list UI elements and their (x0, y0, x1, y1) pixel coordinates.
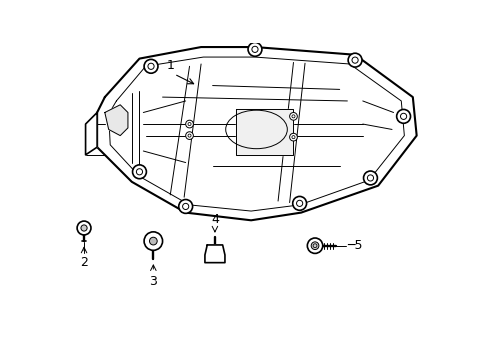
Circle shape (293, 197, 307, 210)
Text: 4: 4 (211, 213, 219, 226)
Circle shape (81, 225, 87, 231)
Circle shape (132, 165, 147, 179)
Circle shape (290, 133, 297, 141)
Circle shape (144, 59, 158, 73)
Polygon shape (105, 105, 128, 136)
Polygon shape (97, 47, 416, 220)
Circle shape (307, 238, 323, 253)
Text: 1: 1 (166, 59, 174, 72)
Polygon shape (86, 112, 97, 155)
Circle shape (144, 232, 163, 250)
Circle shape (179, 199, 193, 213)
Polygon shape (236, 109, 294, 155)
Circle shape (311, 242, 319, 249)
Text: 3: 3 (149, 275, 157, 288)
Circle shape (364, 171, 377, 185)
Circle shape (186, 132, 194, 139)
Circle shape (186, 120, 194, 128)
Circle shape (149, 237, 157, 245)
Polygon shape (205, 245, 225, 263)
Text: ─5: ─5 (347, 239, 363, 252)
Circle shape (77, 221, 91, 235)
Circle shape (397, 109, 411, 123)
Circle shape (248, 42, 262, 56)
Text: 2: 2 (80, 256, 88, 270)
Circle shape (348, 53, 362, 67)
Circle shape (290, 112, 297, 120)
